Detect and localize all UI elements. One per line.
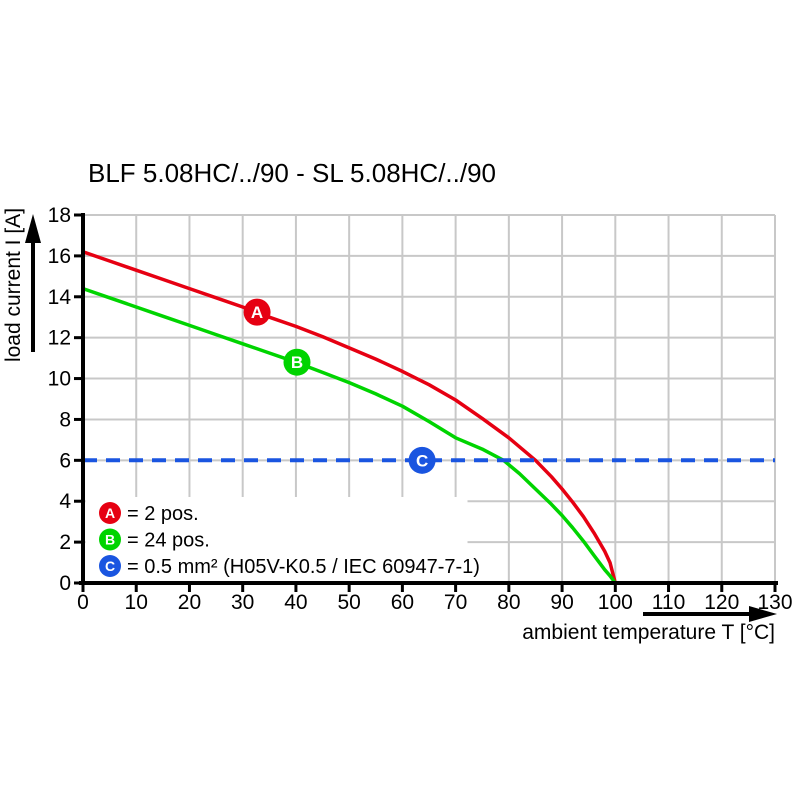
x-tick-label: 90: [550, 591, 573, 614]
x-tick-label: 0: [77, 591, 89, 614]
x-tick-label: 100: [598, 591, 633, 614]
y-tick-label: 12: [48, 327, 71, 350]
x-tick-label: 20: [178, 591, 201, 614]
legend-C-letter: C: [105, 558, 115, 574]
legend-label-B: = 24 pos.: [127, 530, 210, 552]
x-tick-label: 120: [704, 591, 739, 614]
y-tick-label: 16: [48, 245, 71, 268]
marker-A-icon: [243, 298, 271, 326]
legend-label-C: = 0.5 mm² (H05V-K0.5 / IEC 60947-7-1): [127, 556, 480, 578]
y-tick-label: 0: [59, 572, 71, 595]
y-tick-label: 2: [59, 531, 71, 554]
x-tick-label: 80: [497, 591, 520, 614]
y-tick-label: 14: [48, 286, 72, 309]
marker-C-letter: C: [416, 451, 428, 470]
legend-label-A: = 2 pos.: [127, 503, 199, 525]
x-axis-arrow-head: [749, 606, 777, 622]
marker-B-letter: B: [291, 353, 303, 372]
x-tick-label: 10: [125, 591, 148, 614]
legend-C-icon: [99, 555, 121, 577]
legend-B-letter: B: [105, 532, 115, 548]
x-tick-label: 110: [652, 591, 685, 614]
marker-C-icon: [408, 446, 436, 474]
x-tick-label: 70: [444, 591, 467, 614]
curve-A: [81, 250, 618, 585]
x-tick-label: 30: [231, 591, 254, 614]
curve-B: [81, 286, 618, 585]
marker-B-icon: [283, 348, 311, 376]
chart-title: BLF 5.08HC/../90 - SL 5.08HC/../90: [88, 158, 497, 188]
legend-B-icon: [99, 528, 121, 551]
x-tick-label: 40: [284, 591, 307, 614]
y-tick-label: 10: [48, 368, 71, 391]
legend-A-letter: A: [105, 505, 115, 521]
legend-box: [85, 497, 468, 582]
y-tick-label: 18: [48, 204, 71, 227]
x-tick-label: 60: [391, 591, 414, 614]
y-tick-label: 6: [59, 449, 71, 472]
x-tick-label: 130: [757, 591, 792, 614]
x-tick-label: 50: [337, 591, 360, 614]
y-tick-label: 4: [59, 490, 71, 513]
y-tick-label: 8: [59, 408, 71, 431]
legend-A-icon: [99, 502, 121, 524]
marker-A-letter: A: [251, 303, 263, 322]
y-axis-arrow-head: [25, 214, 41, 243]
x-axis-title: ambient temperature T [°C]: [522, 621, 775, 644]
